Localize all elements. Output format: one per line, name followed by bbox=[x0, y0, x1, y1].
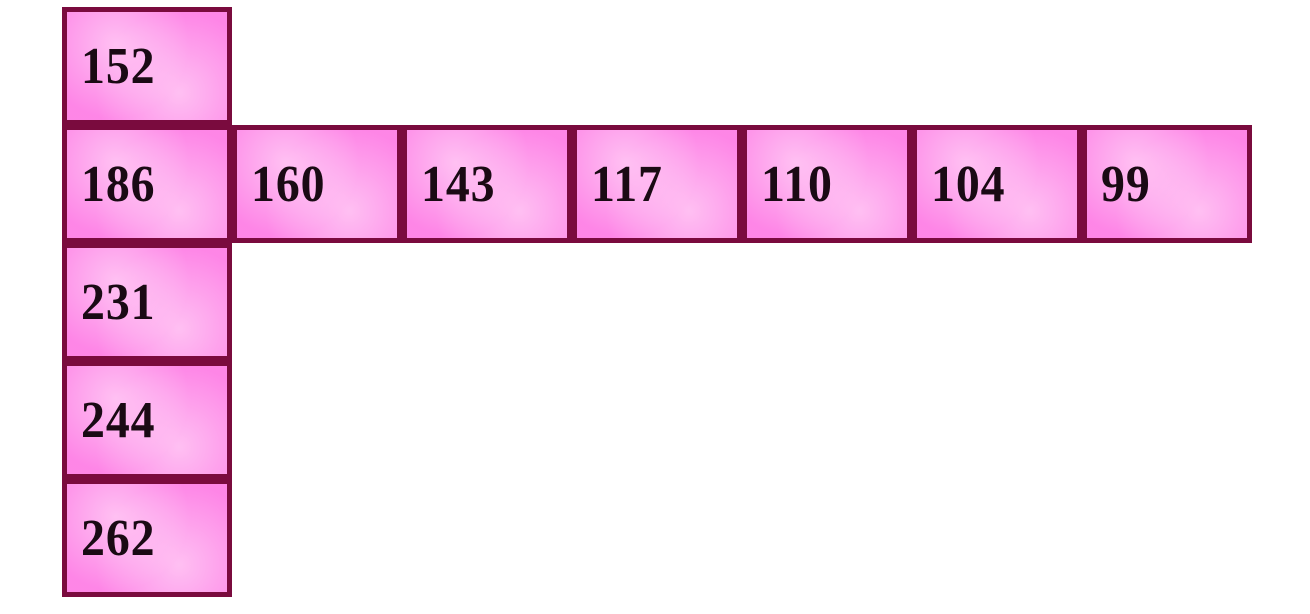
cell-r1-c1: 160 bbox=[232, 125, 402, 243]
cell-r1-c5: 104 bbox=[912, 125, 1082, 243]
cell-r0-c0: 152 bbox=[62, 7, 232, 125]
cell-value: 262 bbox=[81, 509, 156, 568]
cell-r1-c0: 186 bbox=[62, 125, 232, 243]
number-grid: 152 186 160 143 117 110 104 99 231 244 2… bbox=[0, 0, 1310, 614]
cell-value: 160 bbox=[251, 155, 326, 214]
cell-value: 244 bbox=[81, 391, 156, 450]
cell-value: 110 bbox=[761, 155, 833, 214]
cell-r4-c0: 262 bbox=[62, 479, 232, 597]
cell-r1-c3: 117 bbox=[572, 125, 742, 243]
cell-value: 231 bbox=[81, 273, 156, 332]
cell-value: 143 bbox=[421, 155, 496, 214]
cell-value: 99 bbox=[1101, 155, 1151, 214]
cell-value: 152 bbox=[81, 37, 156, 96]
cell-value: 117 bbox=[591, 155, 663, 214]
cell-r1-c2: 143 bbox=[402, 125, 572, 243]
cell-r2-c0: 231 bbox=[62, 243, 232, 361]
cell-r3-c0: 244 bbox=[62, 361, 232, 479]
cell-r1-c4: 110 bbox=[742, 125, 912, 243]
cell-value: 186 bbox=[81, 155, 156, 214]
cell-value: 104 bbox=[931, 155, 1006, 214]
cell-r1-c6: 99 bbox=[1082, 125, 1252, 243]
